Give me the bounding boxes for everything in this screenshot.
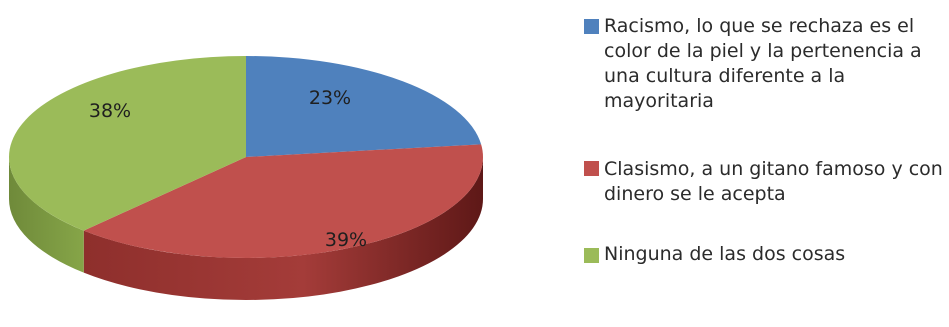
pie-side-clasismo — [83, 157, 484, 301]
legend-label-racismo: Racismo, lo que se rechaza es el color d… — [604, 15, 922, 112]
data-label-racismo: 23% — [309, 87, 351, 109]
data-label-clasismo: 39% — [325, 229, 367, 251]
pie-side-ninguna — [8, 157, 84, 273]
legend-label-clasismo: Clasismo, a un gitano famoso y con diner… — [604, 158, 943, 205]
pie-slice-ninguna — [8, 55, 246, 231]
legend-label-ninguna: Ninguna de las dos cosas — [604, 243, 846, 265]
pie-slice-clasismo — [83, 144, 484, 259]
data-label-ninguna: 38% — [89, 100, 131, 122]
legend-swatch-racismo — [584, 19, 599, 34]
legend-swatch-clasismo — [584, 161, 599, 176]
legend-swatch-ninguna — [584, 248, 599, 263]
pie-slice-racismo — [246, 56, 482, 157]
